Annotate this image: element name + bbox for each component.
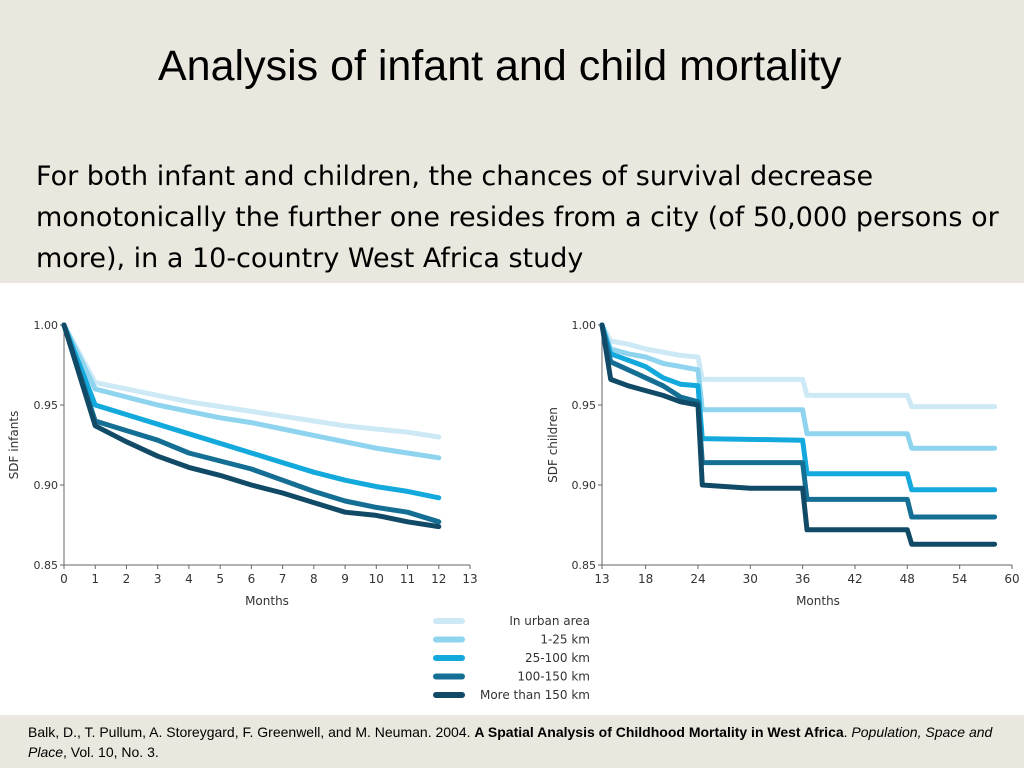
y-tick-label: 1.00 bbox=[34, 319, 59, 332]
x-tick-label: 60 bbox=[1004, 572, 1019, 586]
legend-label: In urban area bbox=[509, 614, 590, 628]
x-tick-label: 12 bbox=[431, 572, 446, 586]
y-tick-label: 0.95 bbox=[572, 399, 597, 412]
citation-separator: . bbox=[843, 724, 852, 740]
x-tick-label: 10 bbox=[369, 572, 384, 586]
x-tick-label: 54 bbox=[952, 572, 967, 586]
x-tick-label: 30 bbox=[743, 572, 758, 586]
series-line-2 bbox=[599, 322, 998, 451]
x-tick-label: 11 bbox=[400, 572, 415, 586]
x-tick-label: 1 bbox=[91, 572, 99, 586]
y-axis-label: SDF children bbox=[546, 407, 560, 483]
x-tick-label: 5 bbox=[216, 572, 224, 586]
legend-label: 1-25 km bbox=[540, 633, 590, 647]
x-tick-label: 48 bbox=[900, 572, 915, 586]
x-axis-label: Months bbox=[245, 594, 289, 608]
y-tick-label: 0.90 bbox=[572, 479, 597, 492]
figure-panel: 0 1 2 3 4 5 6 7 8 9 10 11 12 13 0.85 0.90 0.95 1.00 Month… bbox=[0, 283, 1024, 715]
chart-children: 13 18 24 30 36 42 48 54 60 0.85 0.90 0.95 1.00 Month… bbox=[546, 319, 1020, 608]
x-tick-label: 36 bbox=[795, 572, 810, 586]
x-tick-label: 3 bbox=[154, 572, 162, 586]
x-tick-label: 2 bbox=[123, 572, 131, 586]
series-line-1 bbox=[599, 322, 998, 410]
y-tick-label: 1.00 bbox=[572, 319, 597, 332]
axis-ticks: 13 18 24 30 36 42 48 54 60 0.85 0.90 0.95 1.00 bbox=[572, 319, 1020, 586]
citation: Balk, D., T. Pullum, A. Storeygard, F. G… bbox=[28, 722, 1018, 762]
citation-journal: Population, Space and Place bbox=[28, 724, 993, 760]
citation-authors: Balk, D., T. Pullum, A. Storeygard, F. G… bbox=[28, 724, 475, 740]
series-line-1 bbox=[61, 322, 442, 440]
slide-title: Analysis of infant and child mortality bbox=[158, 42, 842, 90]
x-tick-label: 13 bbox=[462, 572, 477, 586]
y-tick-label: 0.85 bbox=[572, 559, 597, 572]
figure-svg: 0 1 2 3 4 5 6 7 8 9 10 11 12 130.850.900.951.00 Month… bbox=[7, 319, 1020, 702]
x-tick-label: 24 bbox=[690, 572, 705, 586]
x-tick-label: 7 bbox=[279, 572, 287, 586]
series-line-2 bbox=[61, 322, 442, 461]
series-line-5 bbox=[61, 322, 442, 530]
series-line-5 bbox=[599, 322, 998, 547]
citation-volume: , Vol. 10, No. 3. bbox=[63, 744, 159, 760]
y-tick-label: 0.95 bbox=[34, 399, 59, 412]
x-tick-label: 6 bbox=[248, 572, 256, 586]
citation-title: A Spatial Analysis of Childhood Mortalit… bbox=[474, 724, 844, 740]
chart-infants: 0 1 2 3 4 5 6 7 8 9 10 11 12 130.850.900.951.00 Month… bbox=[7, 319, 478, 608]
series-line-4 bbox=[61, 322, 442, 525]
x-tick-label: 9 bbox=[341, 572, 349, 586]
x-tick-label: 4 bbox=[185, 572, 193, 586]
series-line-3 bbox=[599, 322, 998, 493]
series-line-3 bbox=[61, 322, 442, 501]
legend: In urban area 1-25 km 25-100 km 100-150 km M… bbox=[433, 614, 590, 702]
x-tick-label: 8 bbox=[310, 572, 318, 586]
series-lines bbox=[599, 322, 998, 547]
series-line-4 bbox=[599, 322, 998, 520]
legend-label: 25-100 km bbox=[525, 651, 590, 665]
legend-label: 100-150 km bbox=[517, 670, 590, 684]
axis-ticks: 0 1 2 3 4 5 6 7 8 9 10 11 12 130.850.900.951.00 bbox=[34, 319, 478, 586]
series-lines bbox=[61, 322, 442, 530]
y-tick-label: 0.85 bbox=[34, 559, 59, 572]
y-axis-label: SDF infants bbox=[7, 411, 21, 480]
legend-label: More than 150 km bbox=[480, 688, 590, 702]
x-tick-label: 42 bbox=[847, 572, 862, 586]
x-axis-label: Months bbox=[796, 594, 840, 608]
x-tick-label: 13 bbox=[594, 572, 609, 586]
slide-body-text: For both infant and children, the chance… bbox=[36, 161, 999, 274]
x-tick-label: 0 bbox=[60, 572, 68, 586]
y-tick-label: 0.90 bbox=[34, 479, 59, 492]
x-tick-label: 18 bbox=[638, 572, 653, 586]
